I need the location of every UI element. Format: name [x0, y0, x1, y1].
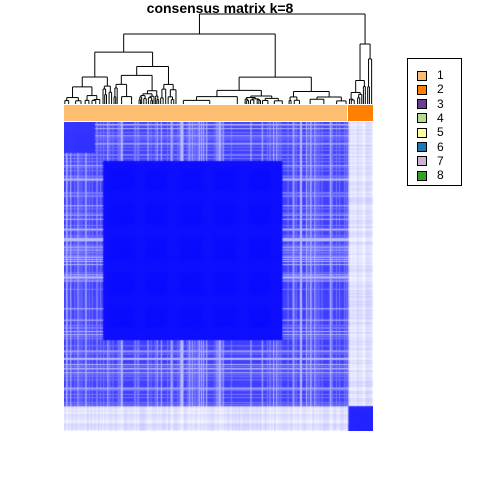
legend-label: 6 [437, 139, 444, 154]
legend-item-6: 6 [417, 139, 444, 154]
legend-label: 2 [437, 82, 444, 97]
legend-item-2: 2 [417, 83, 444, 96]
legend-swatch [417, 142, 427, 152]
legend-item-5: 5 [417, 126, 444, 139]
legend-item-3: 3 [417, 96, 444, 111]
class-annotation-bar [64, 105, 373, 121]
annotation-segment-class-2 [347, 105, 373, 121]
legend-item-7: 7 [417, 153, 444, 168]
legend-label: 8 [437, 168, 444, 183]
consensus-heatmap [64, 122, 373, 431]
legend-item-1: 1 [417, 69, 444, 82]
legend-swatch [417, 156, 427, 167]
legend-label: 4 [437, 110, 444, 125]
legend-swatch [417, 127, 427, 138]
legend-swatch [417, 84, 427, 95]
chart-title: consensus matrix k=8 [146, 0, 294, 16]
legend-label: 1 [437, 68, 444, 82]
legend-swatch [417, 99, 427, 110]
legend-swatch [417, 170, 427, 181]
legend-swatch [417, 70, 427, 81]
legend-swatch [417, 113, 427, 124]
legend-label: 5 [437, 125, 444, 140]
annotation-segment-class-1 [64, 105, 348, 121]
legend-item-4: 4 [417, 110, 444, 125]
legend-item-8: 8 [417, 169, 444, 182]
column-dendrogram [64, 13, 373, 104]
legend-label: 3 [437, 96, 444, 111]
legend-label: 7 [437, 153, 444, 168]
